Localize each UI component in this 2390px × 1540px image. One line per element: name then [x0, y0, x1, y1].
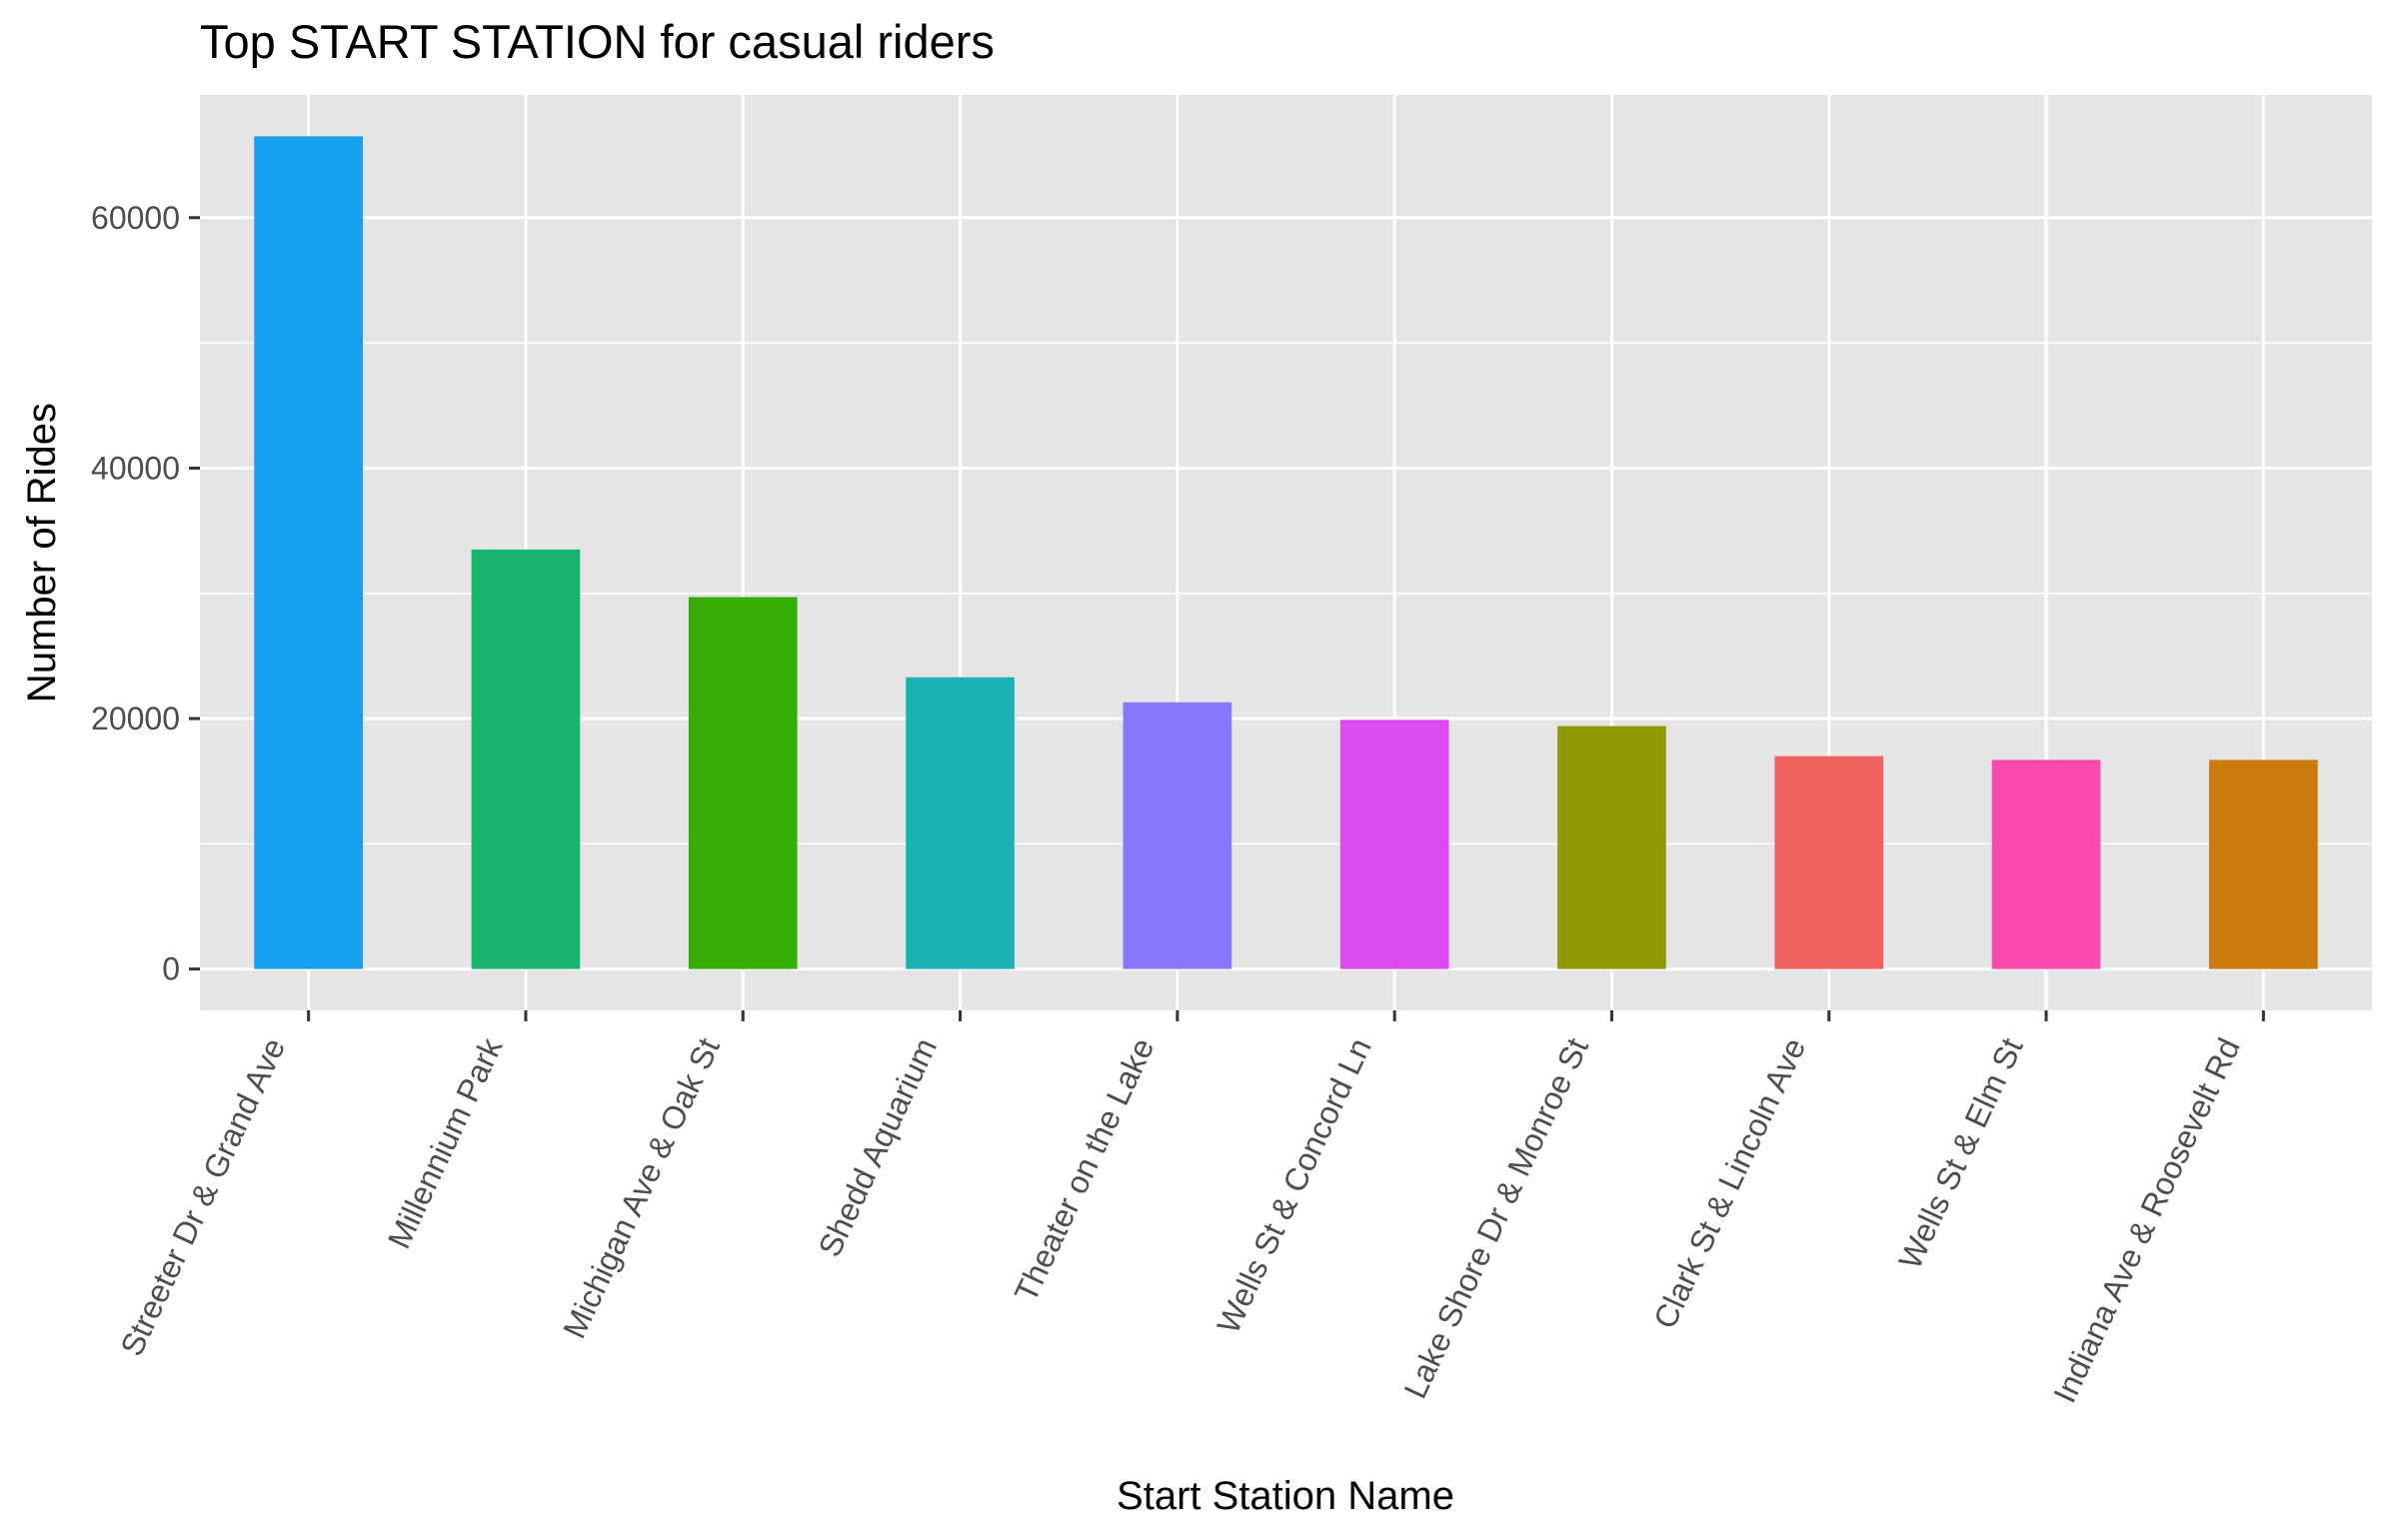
x-axis: Streeter Dr & Grand Ave Millennium Park Mi… [113, 1010, 2265, 1408]
bar [1991, 760, 2101, 969]
y-tick-label: 40000 [91, 450, 180, 486]
bar [1557, 726, 1666, 969]
x-tick-label: Lake Shore Dr & Monroe St [1396, 1032, 1595, 1404]
x-tick-label: Millennium Park [381, 1031, 510, 1253]
x-tick-label: Theater on the Lake [1008, 1032, 1162, 1307]
bar [254, 136, 363, 969]
bars [254, 136, 2318, 969]
bar [2209, 760, 2318, 969]
x-tick-label: Michigan Ave & Oak St [556, 1032, 727, 1343]
chart-title: Top START STATION for casual riders [200, 15, 995, 68]
bar [1123, 702, 1232, 969]
x-tick-label: Streeter Dr & Grand Ave [113, 1032, 292, 1361]
bar [471, 549, 581, 969]
x-axis-title: Start Station Name [1117, 1474, 1454, 1518]
x-tick-label: Clark St & Lincoln Ave [1646, 1032, 1812, 1334]
bar [906, 677, 1015, 969]
y-axis-title: Number of Rides [20, 403, 64, 703]
x-tick-label: Wells St & Concord Ln [1209, 1032, 1377, 1338]
x-tick-label: Wells St & Elm St [1891, 1032, 2029, 1274]
y-tick-label: 60000 [91, 200, 180, 236]
bar [1774, 756, 1884, 969]
x-tick-label: Shedd Aquarium [812, 1032, 945, 1262]
bar [688, 597, 798, 969]
y-tick-label: 20000 [91, 701, 180, 737]
y-axis: 0 20000 40000 60000 [91, 200, 200, 987]
y-tick-label: 0 [162, 951, 180, 987]
x-tick-label: Indiana Ave & Roosevelt Rd [2046, 1032, 2247, 1408]
bar [1339, 720, 1449, 969]
